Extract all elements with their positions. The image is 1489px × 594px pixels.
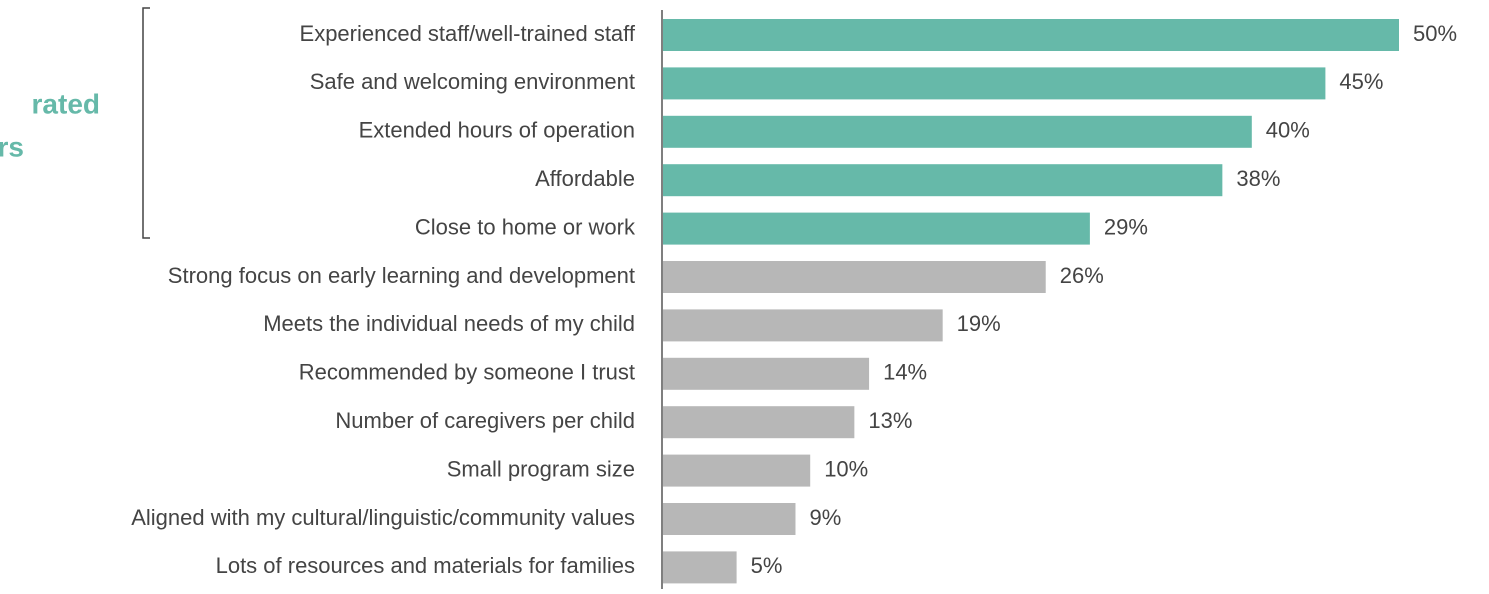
category-label: Extended hours of operation [359, 118, 635, 143]
category-label: Strong focus on early learning and devel… [168, 263, 635, 288]
bar [663, 503, 796, 535]
bar [663, 454, 811, 487]
bar [663, 212, 1090, 245]
bar [663, 357, 870, 390]
value-label: 40% [1266, 118, 1310, 143]
value-label: 26% [1060, 263, 1104, 288]
value-label: 9% [809, 505, 841, 530]
category-label: Experienced staff/well-trained staff [300, 21, 636, 46]
value-label: 14% [883, 360, 927, 385]
bar [663, 19, 1399, 51]
category-label: Affordable [535, 166, 635, 191]
category-label: Safe and welcoming environment [310, 69, 635, 94]
category-label: Close to home or work [415, 214, 636, 239]
value-label: 38% [1236, 166, 1280, 191]
bar [663, 164, 1223, 197]
bar [663, 67, 1326, 100]
category-label: Small program size [447, 456, 635, 481]
bracket [142, 7, 150, 239]
category-label: Lots of resources and materials for fami… [216, 553, 635, 578]
value-label: 45% [1339, 69, 1383, 94]
category-label: Recommended by someone I trust [299, 360, 635, 385]
bar [663, 406, 855, 439]
bar [663, 115, 1252, 148]
value-label: 13% [868, 408, 912, 433]
value-label: 29% [1104, 214, 1148, 239]
bar [663, 309, 943, 342]
bar [663, 551, 737, 584]
category-label: Number of caregivers per child [335, 408, 635, 433]
category-label: Meets the individual needs of my child [263, 311, 635, 336]
category-label: Aligned with my cultural/linguistic/comm… [131, 505, 635, 530]
value-label: 50% [1413, 21, 1457, 46]
annotation: rated [32, 88, 100, 119]
annotation: rs [0, 131, 24, 162]
value-label: 19% [957, 311, 1001, 336]
value-label: 10% [824, 456, 868, 481]
value-label: 5% [751, 553, 783, 578]
bar [663, 261, 1046, 293]
